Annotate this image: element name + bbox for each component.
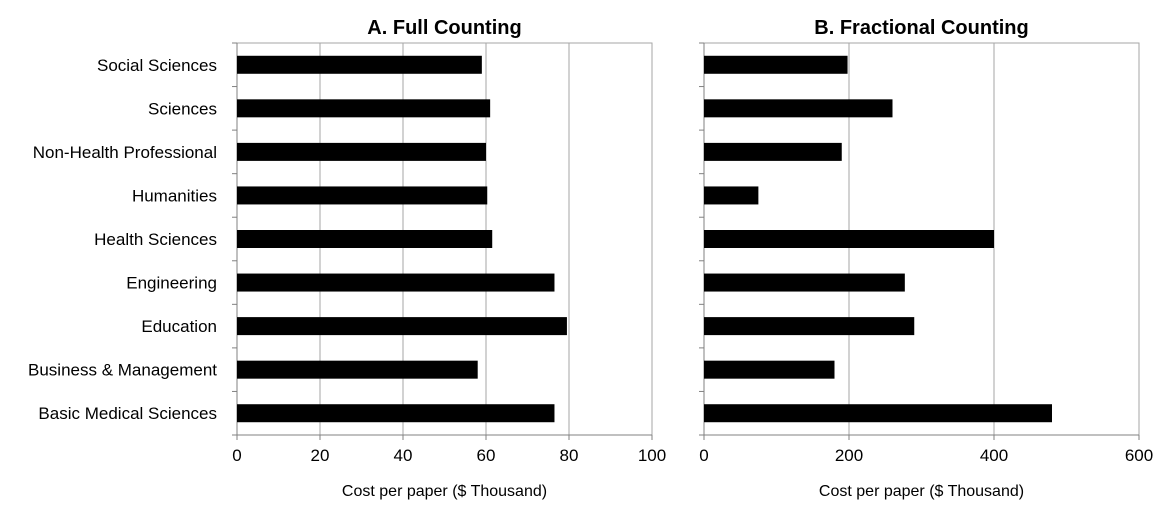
x-tick-label-2-0: 0 <box>699 446 708 465</box>
bar-2-3 <box>704 186 759 205</box>
bar-2-1 <box>704 99 893 118</box>
x-tick-label-1-3: 60 <box>477 446 496 465</box>
category-label-6: Education <box>141 317 217 336</box>
bar-1-1 <box>237 99 491 118</box>
x-tick-label-1-2: 40 <box>394 446 413 465</box>
x-tick-label-1-0: 0 <box>232 446 241 465</box>
bar-2-2 <box>704 142 842 161</box>
bar-1-7 <box>237 360 478 379</box>
category-label-7: Business & Management <box>28 361 217 380</box>
bar-1-4 <box>237 230 493 248</box>
bar-2-5 <box>704 273 905 292</box>
category-label-0: Social Sciences <box>97 56 217 75</box>
x-tick-label-2-2: 400 <box>980 446 1008 465</box>
category-label-2: Non-Health Professional <box>33 143 217 162</box>
x-tick-label-2-1: 200 <box>835 446 863 465</box>
category-label-1: Sciences <box>148 99 217 118</box>
x-axis-label-2: Cost per paper ($ Thousand) <box>819 483 1024 500</box>
x-tick-label-2-3: 600 <box>1125 446 1153 465</box>
x-tick-label-1-1: 20 <box>311 446 330 465</box>
bar-1-2 <box>237 142 486 161</box>
bar-2-6 <box>704 317 915 336</box>
panel-title-2: B. Fractional Counting <box>814 17 1028 39</box>
bar-2-7 <box>704 360 835 379</box>
category-label-4: Health Sciences <box>94 230 217 249</box>
panel-title-1: A. Full Counting <box>367 17 521 39</box>
category-label-8: Basic Medical Sciences <box>38 404 217 423</box>
x-tick-label-1-4: 80 <box>560 446 579 465</box>
bar-2-8 <box>704 404 1052 423</box>
bar-1-0 <box>237 55 482 74</box>
x-axis-label-1: Cost per paper ($ Thousand) <box>342 483 547 500</box>
bar-2-4 <box>704 230 994 248</box>
bar-1-6 <box>237 317 567 336</box>
bar-1-5 <box>237 273 555 292</box>
category-label-5: Engineering <box>126 274 217 293</box>
bar-1-3 <box>237 186 488 205</box>
category-label-3: Humanities <box>132 186 217 205</box>
x-tick-label-1-5: 100 <box>638 446 666 465</box>
bar-1-8 <box>237 404 555 423</box>
bar-2-0 <box>704 55 848 74</box>
